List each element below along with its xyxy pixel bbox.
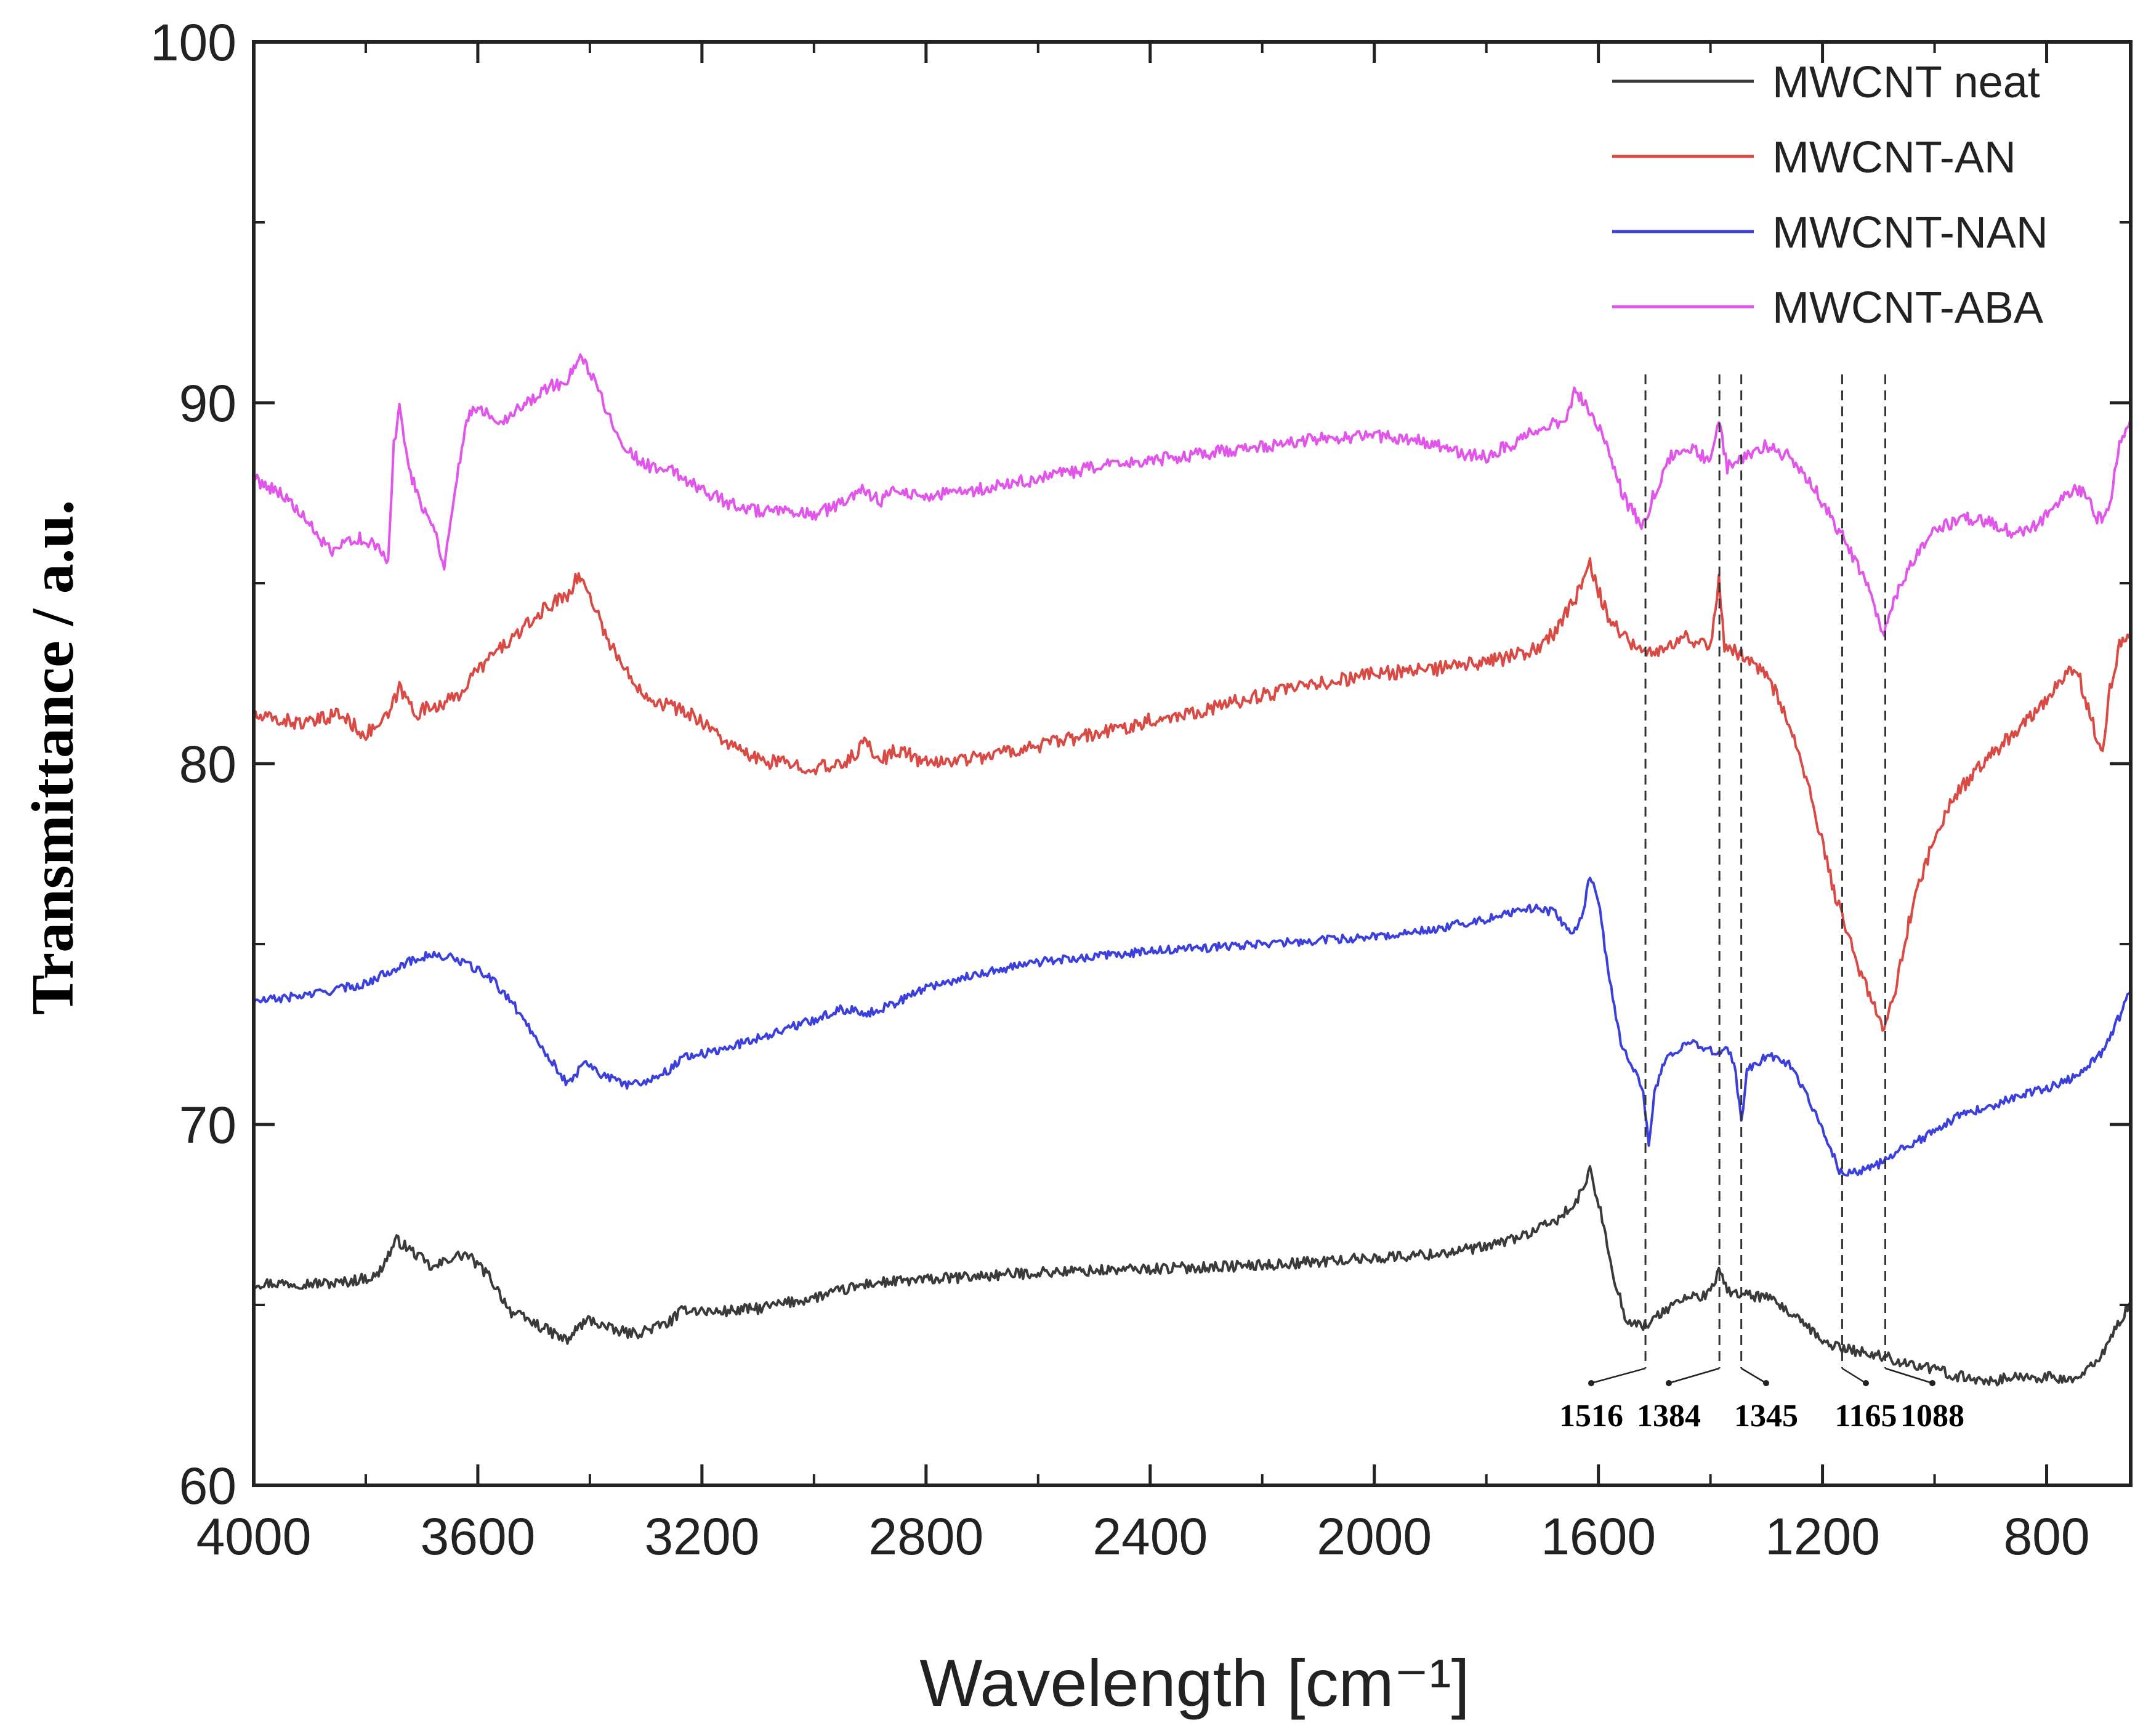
- y-tick-label-90: 90: [179, 374, 236, 432]
- series-line-mwcnt-an: [252, 557, 2132, 1032]
- x-tick-label-1200: 1200: [1765, 1508, 1880, 1565]
- peak-label-1088: 1088: [1900, 1399, 1964, 1434]
- legend-label-mwcnt-aba: MWCNT-ABA: [1772, 283, 2043, 333]
- peak-leader-1165: [1841, 1367, 1866, 1384]
- plot-frame: [252, 40, 2133, 1487]
- x-axis-label: Wavelength [cm⁻¹]: [919, 1645, 1469, 1720]
- x-tick-label-800: 800: [2003, 1508, 2089, 1565]
- peak-leader-1345: [1741, 1367, 1767, 1384]
- series-line-mwcnt-nan: [252, 876, 2132, 1177]
- peak-leader-1088: [1885, 1367, 1933, 1384]
- legend-label-mwcnt-neat: MWCNT neat: [1772, 58, 2040, 107]
- x-tick-label-2800: 2800: [868, 1508, 983, 1565]
- y-tick-label-70: 70: [179, 1096, 236, 1154]
- x-tick-label-4000: 4000: [196, 1508, 312, 1565]
- peak-label-1384: 1384: [1637, 1399, 1701, 1434]
- y-tick-label-80: 80: [179, 735, 236, 793]
- x-tick-label-2000: 2000: [1317, 1508, 1432, 1565]
- peak-label-1516: 1516: [1559, 1399, 1623, 1434]
- peak-leader-dot-1516: [1588, 1380, 1594, 1386]
- x-tick-label-3600: 3600: [421, 1508, 536, 1565]
- peak-leader-dot-1345: [1763, 1380, 1769, 1386]
- peak-leader-1516: [1591, 1367, 1646, 1384]
- series-line-mwcnt-aba: [252, 353, 2132, 637]
- peak-label-1345: 1345: [1734, 1399, 1798, 1434]
- x-tick-label-2400: 2400: [1092, 1508, 1208, 1565]
- peak-annotations: 1516 1384 1345 1165 1088: [1559, 374, 1964, 1434]
- legend: MWCNT neat MWCNT-AN MWCNT-NAN MWCNT-ABA: [1612, 58, 2048, 333]
- series-line-mwcnt-neat: [252, 1165, 2132, 1387]
- x-tick-label-1600: 1600: [1541, 1508, 1656, 1565]
- axes: 4000 3600 3200 2800 2400 2000 1600 1200 800 60 70 8…: [150, 14, 2133, 1565]
- peak-leader-dot-1384: [1666, 1380, 1672, 1386]
- peak-leader-1384: [1668, 1367, 1720, 1384]
- legend-label-mwcnt-an: MWCNT-AN: [1772, 133, 2016, 182]
- peak-leader-dot-1088: [1929, 1380, 1935, 1386]
- y-tick-label-60: 60: [179, 1457, 236, 1515]
- x-tick-label-3200: 3200: [644, 1508, 759, 1565]
- y-tick-label-100: 100: [150, 14, 236, 71]
- peak-leader-dot-1165: [1863, 1380, 1869, 1386]
- peak-label-1165: 1165: [1834, 1399, 1897, 1434]
- legend-label-mwcnt-nan: MWCNT-NAN: [1772, 208, 2048, 257]
- y-axis-label: Transmittance / a.u.: [20, 500, 86, 1015]
- series-layer: [252, 353, 2132, 1387]
